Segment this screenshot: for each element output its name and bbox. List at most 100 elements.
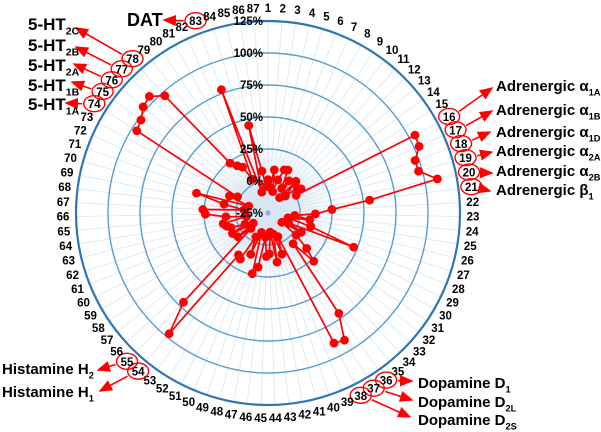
annotation-label-38: Dopamine D2S xyxy=(418,412,517,432)
data-point-axis-36 xyxy=(334,309,344,318)
tick-0%: 0% xyxy=(246,176,263,188)
tick-50%: 50% xyxy=(240,112,263,124)
axis-number-59: 59 xyxy=(84,311,97,323)
data-point-axis-53 xyxy=(234,250,243,260)
annotation-arrow-55 xyxy=(96,361,116,372)
axis-number-11: 11 xyxy=(397,54,410,66)
axis-number-57: 57 xyxy=(101,335,114,347)
annotation-arrow-77 xyxy=(74,46,112,66)
axis-number-21: 21 xyxy=(465,182,478,194)
axis-number-82: 82 xyxy=(176,22,189,34)
axis-number-63: 63 xyxy=(62,256,75,268)
data-point-axis-83 xyxy=(217,85,226,95)
data-point-axis-32 xyxy=(291,230,301,240)
data-point-axis-27 xyxy=(306,222,316,231)
data-point-axis-12 xyxy=(281,191,290,201)
annotation-arrow-19 xyxy=(477,149,494,161)
data-point-axis-63 xyxy=(218,219,228,229)
data-point-axis-3 xyxy=(269,165,279,175)
annotation-label-74: 5-HT1A xyxy=(28,95,80,118)
axis-number-36: 36 xyxy=(380,376,393,388)
axis-number-78: 78 xyxy=(126,54,139,66)
axis-number-8: 8 xyxy=(364,29,371,41)
axis-number-30: 30 xyxy=(439,311,452,323)
data-point-axis-73 xyxy=(233,192,242,202)
circled-axis-38 xyxy=(349,386,372,405)
data-point-axis-47 xyxy=(253,262,263,272)
tick-25%: 25% xyxy=(240,144,263,156)
axis-number-80: 80 xyxy=(150,36,163,48)
data-point-axis-70 xyxy=(192,188,201,198)
data-point-axis-79 xyxy=(225,158,235,168)
axis-number-16: 16 xyxy=(443,112,456,124)
data-point-axis-71 xyxy=(244,201,254,211)
axis-number-18: 18 xyxy=(455,139,468,151)
radial-tick-labels: 125% 100% 75% 50% 25% 0% -25% xyxy=(234,16,263,220)
data-point-axis-48 xyxy=(247,269,257,279)
axis-number-70: 70 xyxy=(64,153,77,165)
annotation-arrow-76 xyxy=(72,63,102,78)
axis-number-40: 40 xyxy=(327,402,340,414)
annotation-label-75: 5-HT1B xyxy=(28,76,80,99)
axis-number-28: 28 xyxy=(452,284,465,296)
data-point-axis-38 xyxy=(329,338,339,348)
data-point-axis-11 xyxy=(291,176,301,186)
data-point-axis-81 xyxy=(238,162,248,172)
axis-number-15: 15 xyxy=(435,99,448,111)
tick--25%: -25% xyxy=(236,208,263,220)
axis-number-3: 3 xyxy=(294,5,300,17)
axis-number-51: 51 xyxy=(169,391,182,403)
data-point-axis-69 xyxy=(219,199,229,209)
axis-number-5: 5 xyxy=(323,11,330,23)
axis-number-87: 87 xyxy=(247,4,260,16)
annotation-arrow-21 xyxy=(476,182,492,194)
data-point-axis-21 xyxy=(365,195,374,205)
data-point-axis-14 xyxy=(296,184,306,194)
axis-number-81: 81 xyxy=(162,29,175,41)
circled-axis-83 xyxy=(184,12,207,30)
axis-number-32: 32 xyxy=(423,335,436,347)
axis-number-26: 26 xyxy=(461,256,474,268)
axis-number-65: 65 xyxy=(57,226,70,238)
axis-number-25: 25 xyxy=(464,241,477,253)
axis-number-23: 23 xyxy=(467,212,480,224)
data-point-axis-22 xyxy=(327,205,337,214)
axis-number-72: 72 xyxy=(74,125,87,137)
annotation-arrow-75 xyxy=(70,80,92,92)
data-point-axis-15 xyxy=(291,190,301,200)
annotation-arrow-54 xyxy=(98,375,128,392)
axis-number-47: 47 xyxy=(225,410,238,422)
axis-number-77: 77 xyxy=(115,64,128,76)
axis-number-14: 14 xyxy=(427,87,440,99)
axis-number-62: 62 xyxy=(66,270,79,282)
data-point-axis-45 xyxy=(262,252,271,261)
axis-number-83: 83 xyxy=(189,16,202,28)
data-point-axis-42 xyxy=(272,257,282,267)
data-point-axis-28 xyxy=(349,242,358,252)
axis-number-86: 86 xyxy=(232,5,245,17)
circled-axis-54 xyxy=(126,362,150,380)
annotation-label-19: Adrenergic α2A xyxy=(496,143,601,163)
tick-125%: 125% xyxy=(234,16,263,28)
circled-axis-18 xyxy=(449,134,473,153)
axis-number-46: 46 xyxy=(239,412,252,424)
data-point-axis-4 xyxy=(268,187,278,197)
data-point-axis-37 xyxy=(340,335,349,345)
annotation-label-76: 5-HT2A xyxy=(28,56,80,79)
tick-100%: 100% xyxy=(234,48,263,60)
data-point-axis-8 xyxy=(277,184,286,193)
radar-rings xyxy=(74,19,462,407)
data-point-axis-29 xyxy=(284,218,294,228)
annotation-label-37: Dopamine D2L xyxy=(418,394,517,414)
data-point-axis-58 xyxy=(248,218,258,228)
data-point-axis-72 xyxy=(225,191,234,201)
axis-number-29: 29 xyxy=(446,297,459,309)
data-point-axis-82 xyxy=(248,174,257,184)
axis-number-43: 43 xyxy=(284,412,297,424)
tick-75%: 75% xyxy=(240,80,263,92)
axis-number-66: 66 xyxy=(57,212,70,224)
axis-number-7: 7 xyxy=(351,22,357,34)
series-markers xyxy=(132,85,442,348)
